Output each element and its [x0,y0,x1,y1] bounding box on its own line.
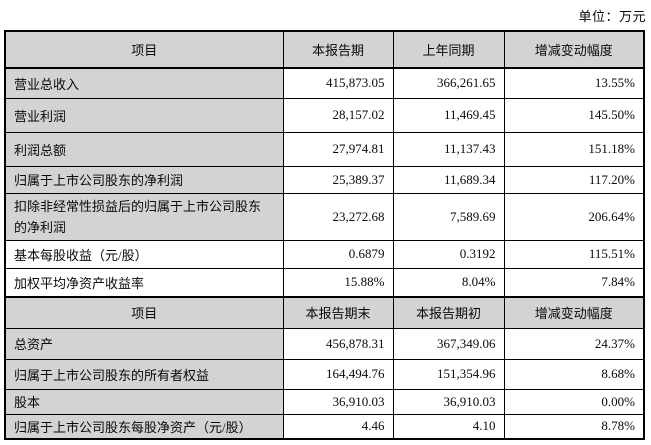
change-cell: 8.78% [503,413,645,440]
current-period-cell: 0.6879 [282,239,394,269]
prior-period-cell: 11,469.45 [392,97,505,133]
unit-label: 单位：万元 [578,9,646,24]
current-period-cell: 27,974.81 [282,131,394,167]
table2-header-row: 项目 本报告期末 本报告期初 增减变动幅度 [4,296,645,329]
header-item-column: 项目 [4,296,284,329]
prior-period-cell: 11,137.43 [392,131,505,167]
header-current-period-column: 本报告期 [282,30,394,69]
row-label-cell: 利润总额 [4,131,284,167]
change-cell: 151.18% [503,131,645,167]
row-label-cell: 营业利润 [4,97,284,133]
row-label-cell: 基本每股收益（元/股） [4,239,284,269]
change-cell: 8.68% [503,358,645,390]
change-cell: 117.20% [503,165,645,194]
header-prior-period-column: 上年同期 [392,30,505,69]
period-start-cell: 4.10 [392,413,505,440]
header-period-start-column: 本报告期初 [392,296,505,329]
prior-period-cell: 366,261.65 [392,67,505,99]
table-row: 归属于上市公司股东的净利润 25,389.37 11,689.34 117.20… [4,165,645,194]
table-row: 股本 36,910.03 36,910.03 0.00% [4,388,645,415]
prior-period-cell: 0.3192 [392,239,505,269]
table-row: 总资产 456,878.31 367,349.06 24.37% [4,327,645,360]
period-start-cell: 36,910.03 [392,388,505,415]
row-label-cell: 归属于上市公司股东的所有者权益 [4,358,284,390]
table1-header-row: 项目 本报告期 上年同期 增减变动幅度 [4,30,645,69]
row-label-cell: 归属于上市公司股东的净利润 [4,165,284,194]
current-period-cell: 23,272.68 [282,192,394,241]
row-label-cell: 扣除非经常性损益后的归属于上市公司股东的净利润 [4,192,284,241]
period-end-cell: 164,494.76 [282,358,394,390]
financial-summary-table: 项目 本报告期 上年同期 增减变动幅度 营业总收入 415,873.05 366… [4,30,645,440]
table-row: 基本每股收益（元/股） 0.6879 0.3192 115.51% [4,239,645,269]
row-label-cell: 归属于上市公司股东每股净资产（元/股） [4,413,284,440]
change-cell: 13.55% [503,67,645,99]
current-period-cell: 15.88% [282,267,394,298]
table-row: 加权平均净资产收益率 15.88% 8.04% 7.84% [4,267,645,298]
change-cell: 206.64% [503,192,645,241]
table-row: 归属于上市公司股东的所有者权益 164,494.76 151,354.96 8.… [4,358,645,390]
table-row: 利润总额 27,974.81 11,137.43 151.18% [4,131,645,167]
prior-period-cell: 8.04% [392,267,505,298]
period-end-cell: 4.46 [282,413,394,440]
period-end-cell: 36,910.03 [282,388,394,415]
current-period-cell: 28,157.02 [282,97,394,133]
table-row: 归属于上市公司股东每股净资产（元/股） 4.46 4.10 8.78% [4,413,645,440]
header-change-column: 增减变动幅度 [503,296,645,329]
change-cell: 7.84% [503,267,645,298]
row-label-cell: 总资产 [4,327,284,360]
change-cell: 24.37% [503,327,645,360]
prior-period-cell: 11,689.34 [392,165,505,194]
table-row: 扣除非经常性损益后的归属于上市公司股东的净利润 23,272.68 7,589.… [4,192,645,241]
change-cell: 145.50% [503,97,645,133]
row-label-cell: 营业总收入 [4,67,284,99]
header-item-column: 项目 [4,30,284,69]
row-label-cell: 加权平均净资产收益率 [4,267,284,298]
change-cell: 115.51% [503,239,645,269]
change-cell: 0.00% [503,388,645,415]
prior-period-cell: 7,589.69 [392,192,505,241]
current-period-cell: 415,873.05 [282,67,394,99]
table-row: 营业利润 28,157.02 11,469.45 145.50% [4,97,645,133]
period-start-cell: 367,349.06 [392,327,505,360]
header-period-end-column: 本报告期末 [282,296,394,329]
header-change-column: 增减变动幅度 [503,30,645,69]
table-row: 营业总收入 415,873.05 366,261.65 13.55% [4,67,645,99]
row-label-cell: 股本 [4,388,284,415]
current-period-cell: 25,389.37 [282,165,394,194]
period-start-cell: 151,354.96 [392,358,505,390]
period-end-cell: 456,878.31 [282,327,394,360]
